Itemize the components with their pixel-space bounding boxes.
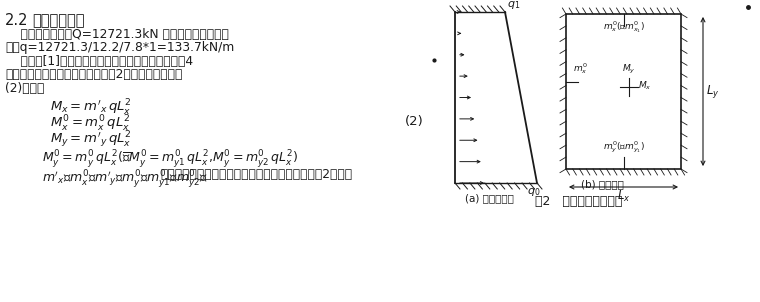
Bar [566,14,681,169]
Text: 边固支板计算。结构计算简图如图2所示。内力可按式: 边固支板计算。结构计算简图如图2所示。内力可按式 [5,69,182,82]
Text: $m^0_x$(或$m^0_{x_1}$): $m^0_x$(或$m^0_{x_1}$) [603,19,644,35]
Text: 根据文[1]空筱式挡土墙底板可按支承在隔墙上的4: 根据文[1]空筱式挡土墙底板可按支承在隔墙上的4 [5,55,193,68]
Text: 图2   底板结构计算简图: 图2 底板结构计算简图 [535,195,622,208]
Text: $m^0_x$: $m^0_x$ [573,61,587,76]
Text: $m^0_y$(或$m^0_{y_1}$): $m^0_y$(或$m^0_{y_1}$) [603,139,644,155]
Text: $M_x$: $M_x$ [638,79,652,92]
Text: $M_x = m'_x\,qL^2_x$: $M_x = m'_x\,qL^2_x$ [50,98,131,117]
Text: (2): (2) [405,115,424,128]
Text: $M_y = m'_y\,qL^2_x$: $M_y = m'_y\,qL^2_x$ [50,130,131,150]
Text: $M^0_y = m^0_y\,qL^2_x$($\rm{\overline{或}}$$M^0_y = m^0_{y1}\,qL^2_x$,$M^0_y = m: $M^0_y = m^0_y\,qL^2_x$($\rm{\overline{或… [42,147,298,169]
Text: $q_0$: $q_0$ [527,186,540,198]
Text: $M^0_x = m^0_x\,qL^2_x$: $M^0_x = m^0_x\,qL^2_x$ [50,114,130,133]
Text: $m'_x$，$m^0_x$，$m'_y$，$m^0_y$，$m^0_{y1}$，$m^0_{y2}$－: $m'_x$，$m^0_x$，$m'_y$，$m^0_y$，$m^0_{y1}$… [42,168,208,189]
Text: $L_x$: $L_x$ [617,189,630,204]
Text: (a) 荷载示意图: (a) 荷载示意图 [465,193,514,203]
Text: 度：q=12721.3/12.2/7.8*1=133.7kN/m: 度：q=12721.3/12.2/7.8*1=133.7kN/m [5,41,234,54]
Text: $L_y$: $L_y$ [706,83,720,100]
Text: (b) 内力简图: (b) 内力简图 [581,179,624,189]
Text: 相应弯矩的计算系数，可由表查得。计算结果如表2所列。: 相应弯矩的计算系数，可由表查得。计算结果如表2所列。 [160,168,352,181]
Text: $M_y$: $M_y$ [622,63,635,76]
Text: 上部结构自重：Q=12721.3kN 短边方向均布荷载集: 上部结构自重：Q=12721.3kN 短边方向均布荷载集 [5,28,229,41]
Text: 底板结构计算: 底板结构计算 [32,13,84,28]
Text: (2)计算。: (2)计算。 [5,82,44,95]
Text: $q_1$: $q_1$ [507,0,521,11]
Text: 2.2: 2.2 [5,13,29,28]
